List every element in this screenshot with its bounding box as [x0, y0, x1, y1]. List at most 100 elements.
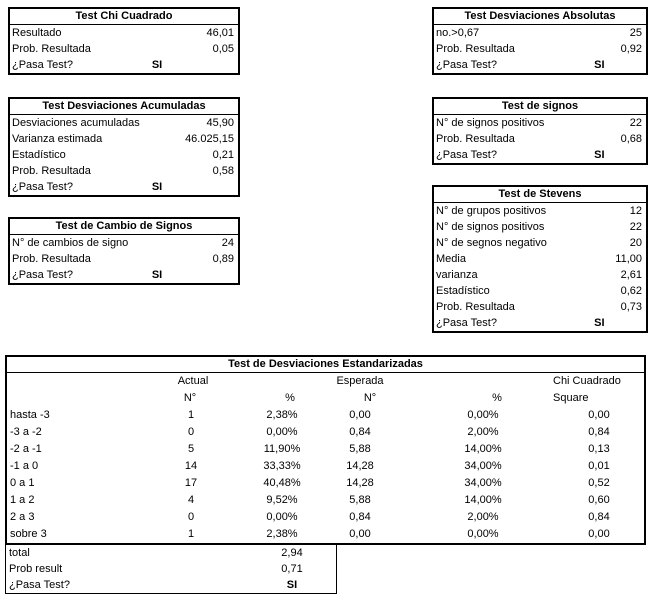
table-title-cell[interactable]: Test Desviaciones Absolutas	[434, 9, 646, 25]
chi-square-cell[interactable]: 0,01	[588, 460, 610, 472]
esperada-pct-cell[interactable]: 34,00%	[464, 460, 502, 472]
bin-label-cell[interactable]: 2 a 3	[10, 511, 35, 523]
header-chi-cuadrado-cell[interactable]: Chi Cuadrado	[553, 375, 621, 387]
header-actual-n-cell[interactable]: N°	[183, 392, 197, 404]
chi-square-cell[interactable]: 0,52	[588, 477, 610, 489]
row-value-cell[interactable]: 0,89	[212, 253, 234, 265]
actual-n-cell[interactable]: 5	[187, 443, 195, 455]
actual-pct-cell[interactable]: 33,33%	[263, 460, 301, 472]
row-label-cell[interactable]: no.>0,67	[436, 27, 480, 39]
table-title-cell[interactable]: Test de signos	[434, 99, 646, 115]
actual-pct-cell[interactable]: 9,52%	[266, 494, 298, 506]
esperada-n-cell[interactable]: 14,28	[346, 477, 374, 489]
row-value-cell[interactable]: 2,61	[620, 269, 642, 281]
header-actual-pct-cell[interactable]: %	[285, 392, 295, 404]
row-value-cell[interactable]: 0,21	[212, 149, 234, 161]
header-actual-cell[interactable]: Actual	[177, 375, 209, 387]
actual-n-cell[interactable]: 17	[184, 477, 198, 489]
chi-square-cell[interactable]: 0,13	[588, 443, 610, 455]
chi-square-cell[interactable]: 0,84	[588, 426, 610, 438]
actual-pct-cell[interactable]: 0,00%	[266, 426, 298, 438]
row-label-cell[interactable]: Prob. Resultada	[12, 165, 91, 177]
row-label-cell[interactable]: varianza	[436, 269, 478, 281]
row-value-cell[interactable]: 20	[629, 237, 642, 249]
row-value-cell[interactable]: 0,73	[620, 301, 642, 313]
pass-result-cell[interactable]: SI	[151, 181, 163, 193]
row-label-cell[interactable]: ¿Pasa Test?	[436, 59, 497, 71]
row-label-cell[interactable]: Prob. Resultada	[12, 253, 91, 265]
row-value-cell[interactable]: 0,68	[620, 133, 642, 145]
table-title-cell[interactable]: Test de Cambio de Signos	[10, 219, 238, 235]
row-label-cell[interactable]: Estadístico	[12, 149, 66, 161]
table-title-cell[interactable]: Test Desviaciones Acumuladas	[10, 99, 238, 115]
esperada-pct-cell[interactable]: 14,00%	[464, 494, 502, 506]
header-esperada-pct-cell[interactable]: %	[492, 392, 502, 404]
esperada-n-cell[interactable]: 0,84	[349, 426, 371, 438]
row-label-cell[interactable]: ¿Pasa Test?	[436, 149, 497, 161]
row-label-cell[interactable]: N° de signos positivos	[436, 117, 545, 129]
row-label-cell[interactable]: Desviaciones acumuladas	[12, 117, 140, 129]
esperada-pct-cell[interactable]: 2,00%	[467, 426, 499, 438]
bin-label-cell[interactable]: -2 a -1	[10, 443, 42, 455]
esperada-n-cell[interactable]: 0,00	[349, 528, 371, 540]
esperada-pct-cell[interactable]: 2,00%	[467, 511, 499, 523]
bin-label-cell[interactable]: sobre 3	[10, 528, 47, 540]
bin-label-cell[interactable]: 1 a 2	[10, 494, 35, 506]
actual-n-cell[interactable]: 0	[187, 511, 195, 523]
row-label-cell[interactable]: Prob. Resultada	[436, 301, 515, 313]
summary-label-cell[interactable]: Prob result	[9, 563, 63, 575]
row-value-cell[interactable]: 0,58	[212, 165, 234, 177]
row-label-cell[interactable]: Estadístico	[436, 285, 490, 297]
chi-square-cell[interactable]: 0,60	[588, 494, 610, 506]
row-label-cell[interactable]: Varianza estimada	[12, 133, 103, 145]
row-value-cell[interactable]: 25	[629, 27, 642, 39]
bin-label-cell[interactable]: -1 a 0	[10, 460, 39, 472]
bin-label-cell[interactable]: -3 a -2	[10, 426, 42, 438]
esperada-n-cell[interactable]: 0,00	[349, 409, 371, 421]
table-title-cell[interactable]: Test de Desviaciones Estandarizadas	[7, 357, 644, 373]
esperada-n-cell[interactable]: 5,88	[349, 494, 371, 506]
summary-label-cell[interactable]: total	[9, 547, 30, 559]
bin-label-cell[interactable]: hasta -3	[10, 409, 50, 421]
row-value-cell[interactable]: 46,01	[206, 27, 234, 39]
summary-label-cell[interactable]: ¿Pasa Test?	[9, 579, 70, 591]
row-value-cell[interactable]: 0,92	[620, 43, 642, 55]
row-value-cell[interactable]: 22	[629, 117, 642, 129]
row-value-cell[interactable]: 0,62	[620, 285, 642, 297]
actual-n-cell[interactable]: 14	[184, 460, 198, 472]
table-title-cell[interactable]: Test de Stevens	[434, 187, 646, 203]
bin-label-cell[interactable]: 0 a 1	[10, 477, 35, 489]
row-value-cell[interactable]: 0,05	[212, 43, 234, 55]
row-label-cell[interactable]: Prob. Resultada	[436, 43, 515, 55]
esperada-n-cell[interactable]: 14,28	[346, 460, 374, 472]
actual-pct-cell[interactable]: 2,38%	[266, 409, 298, 421]
row-label-cell[interactable]: Prob. Resultada	[436, 133, 515, 145]
chi-square-cell[interactable]: 0,84	[588, 511, 610, 523]
header-esperada-n-cell[interactable]: N°	[363, 392, 377, 404]
pass-result-cell[interactable]: SI	[594, 149, 605, 161]
chi-square-cell[interactable]: 0,00	[588, 409, 610, 421]
table-title-cell[interactable]: Test Chi Cuadrado	[10, 9, 238, 25]
pass-result-cell[interactable]: SI	[594, 317, 605, 329]
row-value-cell[interactable]: 11,00	[615, 253, 642, 265]
row-label-cell[interactable]: ¿Pasa Test?	[12, 59, 73, 71]
esperada-pct-cell[interactable]: 0,00%	[467, 409, 499, 421]
header-square-cell[interactable]: Square	[553, 392, 589, 404]
esperada-n-cell[interactable]: 0,84	[349, 511, 371, 523]
pass-result-cell[interactable]: SI	[594, 59, 605, 71]
row-label-cell[interactable]: Prob. Resultada	[12, 43, 91, 55]
summary-value-cell[interactable]: 2,94	[281, 547, 303, 559]
header-esperada-cell[interactable]: Esperada	[336, 375, 384, 387]
row-label-cell[interactable]: ¿Pasa Test?	[12, 181, 73, 193]
row-label-cell[interactable]: N° de signos positivos	[436, 221, 545, 233]
row-value-cell[interactable]: 24	[221, 237, 234, 249]
actual-pct-cell[interactable]: 40,48%	[263, 477, 301, 489]
esperada-pct-cell[interactable]: 0,00%	[467, 528, 499, 540]
actual-n-cell[interactable]: 1	[187, 409, 195, 421]
actual-pct-cell[interactable]: 11,90%	[263, 443, 301, 455]
summary-value-cell[interactable]: 0,71	[281, 563, 303, 575]
actual-n-cell[interactable]: 0	[187, 426, 195, 438]
actual-n-cell[interactable]: 1	[187, 528, 195, 540]
pass-result-cell[interactable]: SI	[151, 59, 163, 71]
row-label-cell[interactable]: N° de grupos positivos	[436, 205, 547, 217]
